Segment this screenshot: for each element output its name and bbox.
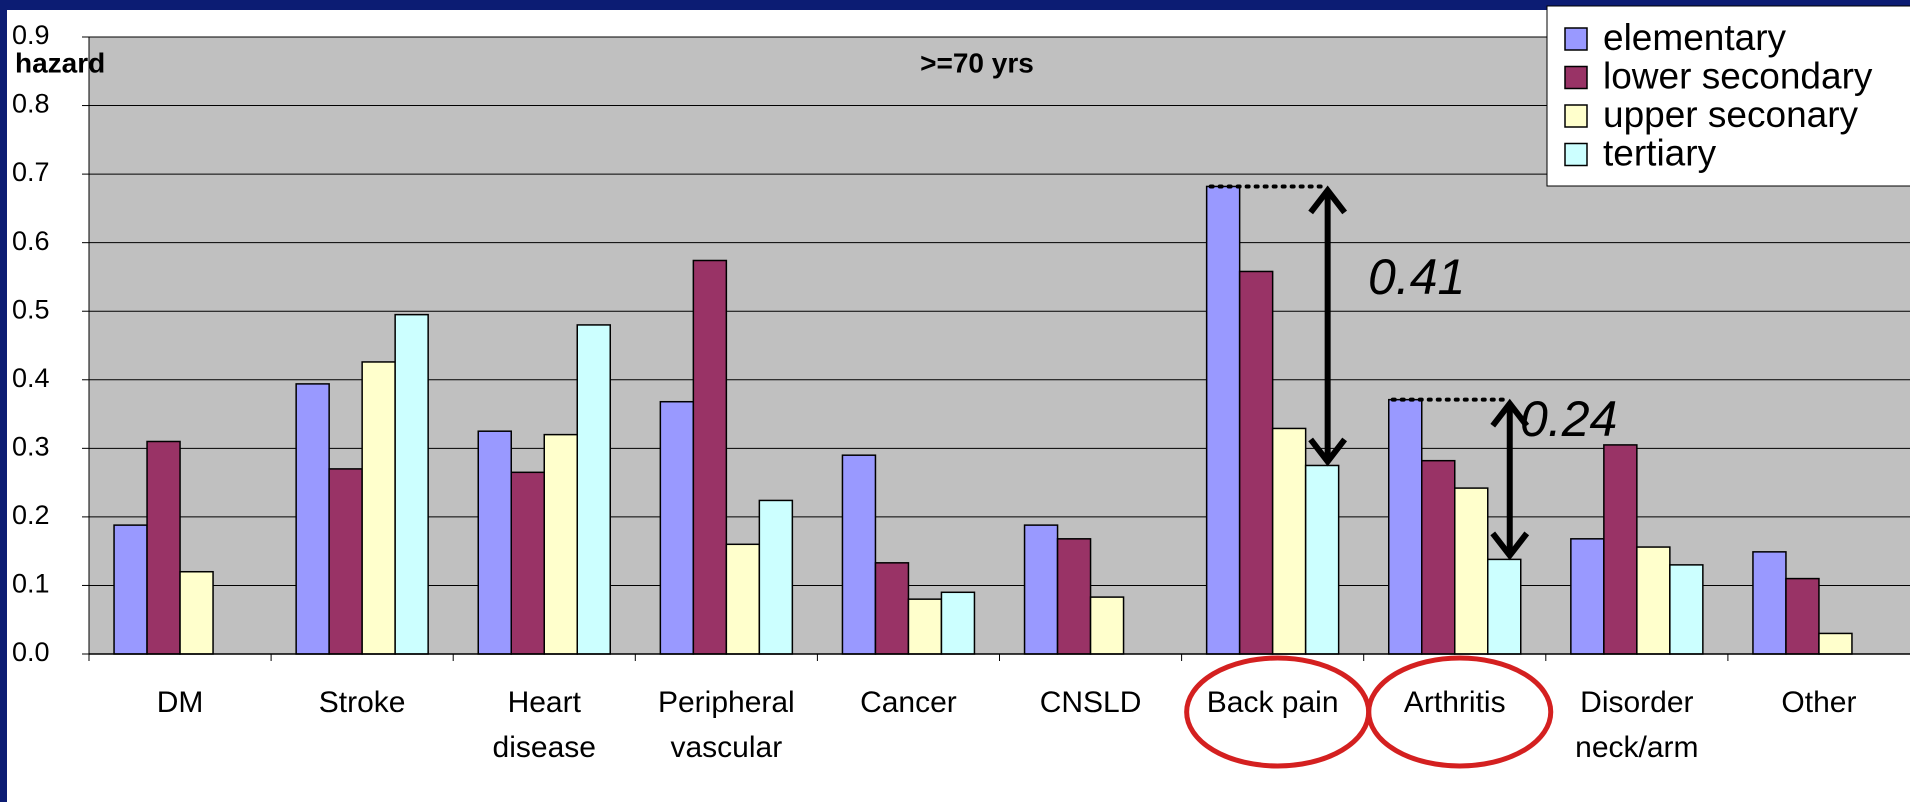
bar: [328, 468, 363, 655]
bar: [1304, 464, 1340, 655]
bar: [1636, 546, 1671, 655]
bar: [692, 259, 728, 655]
legend-swatch: [1564, 65, 1588, 90]
highlight-circle: [1366, 655, 1554, 769]
bar: [940, 591, 976, 655]
y-tick-label: 0.9: [12, 20, 50, 50]
bar: [841, 454, 877, 655]
bar: [1752, 551, 1787, 655]
legend-label: lower secondary: [1603, 55, 1873, 96]
bar: [146, 440, 181, 655]
bar: [576, 324, 611, 655]
bar: [113, 524, 148, 655]
y-tick-label: 0.0: [12, 637, 50, 667]
bar: [510, 471, 545, 655]
bar: [1089, 596, 1125, 655]
y-tick-label: 0.7: [12, 157, 50, 187]
legend-box: [1546, 5, 1910, 187]
bar: [1388, 398, 1423, 655]
y-tick-label: 0.6: [12, 226, 50, 256]
x-tick-label: Heart disease: [492, 686, 596, 764]
bar: [659, 400, 695, 655]
bar: [295, 383, 330, 655]
x-tick-label: Disorder neck/arm: [1575, 686, 1699, 764]
arrow-head: [1308, 437, 1348, 467]
bar: [874, 562, 910, 655]
x-tick-label: DM: [156, 686, 204, 719]
legend-label: tertiary: [1603, 132, 1717, 173]
left-border: [0, 0, 7, 802]
y-tick-label: 0.5: [12, 294, 50, 324]
y-axis-label: hazard: [15, 47, 105, 78]
y-tick-label: 0.2: [12, 500, 50, 530]
bar: [543, 433, 578, 655]
bar: [1238, 270, 1274, 655]
arrow-head: [1490, 398, 1530, 428]
legend-swatch: [1564, 142, 1588, 167]
bar: [1205, 185, 1241, 655]
legend-label: upper seconary: [1603, 94, 1859, 135]
bar: [1669, 564, 1704, 655]
y-tick-label: 0.3: [12, 431, 50, 461]
arrow-head: [1490, 531, 1530, 561]
bar: [1785, 577, 1820, 655]
bar: [1454, 487, 1489, 655]
x-tick-label: Back pain: [1206, 686, 1339, 719]
annotation: 0.24: [1520, 391, 1617, 447]
legend-swatch: [1564, 27, 1588, 51]
chart-title: >=70 yrs: [920, 47, 1034, 78]
bar: [361, 361, 396, 655]
y-tick-label: 0.4: [12, 363, 50, 393]
y-tick-label: 0.8: [12, 89, 50, 119]
bar: [1818, 632, 1853, 655]
legend-label: elementary: [1603, 17, 1787, 58]
bar: [1023, 524, 1059, 655]
bar: [725, 543, 761, 655]
bar: [907, 598, 943, 655]
annotation: 0.41: [1368, 249, 1465, 305]
arrow-head: [1308, 185, 1348, 215]
bar: [1421, 459, 1456, 655]
bar: [394, 313, 429, 655]
bar: [1487, 558, 1522, 655]
x-tick-label: Peripheral vascular: [657, 686, 795, 764]
bar: [179, 570, 214, 655]
bar: [1570, 538, 1605, 655]
x-tick-label: Cancer: [860, 686, 957, 719]
bar: [1603, 444, 1638, 655]
bar: [1271, 427, 1307, 655]
x-tick-label: Other: [1781, 686, 1857, 719]
bar: [477, 430, 512, 655]
legend-swatch: [1564, 104, 1588, 128]
y-tick-label: 0.1: [12, 569, 50, 599]
bar: [1056, 538, 1092, 655]
x-tick-label: Arthritis: [1403, 686, 1506, 719]
top-border: [0, 0, 1910, 10]
x-tick-label: Stroke: [318, 686, 406, 719]
x-tick-label: CNSLD: [1039, 686, 1142, 719]
bar: [758, 499, 794, 655]
